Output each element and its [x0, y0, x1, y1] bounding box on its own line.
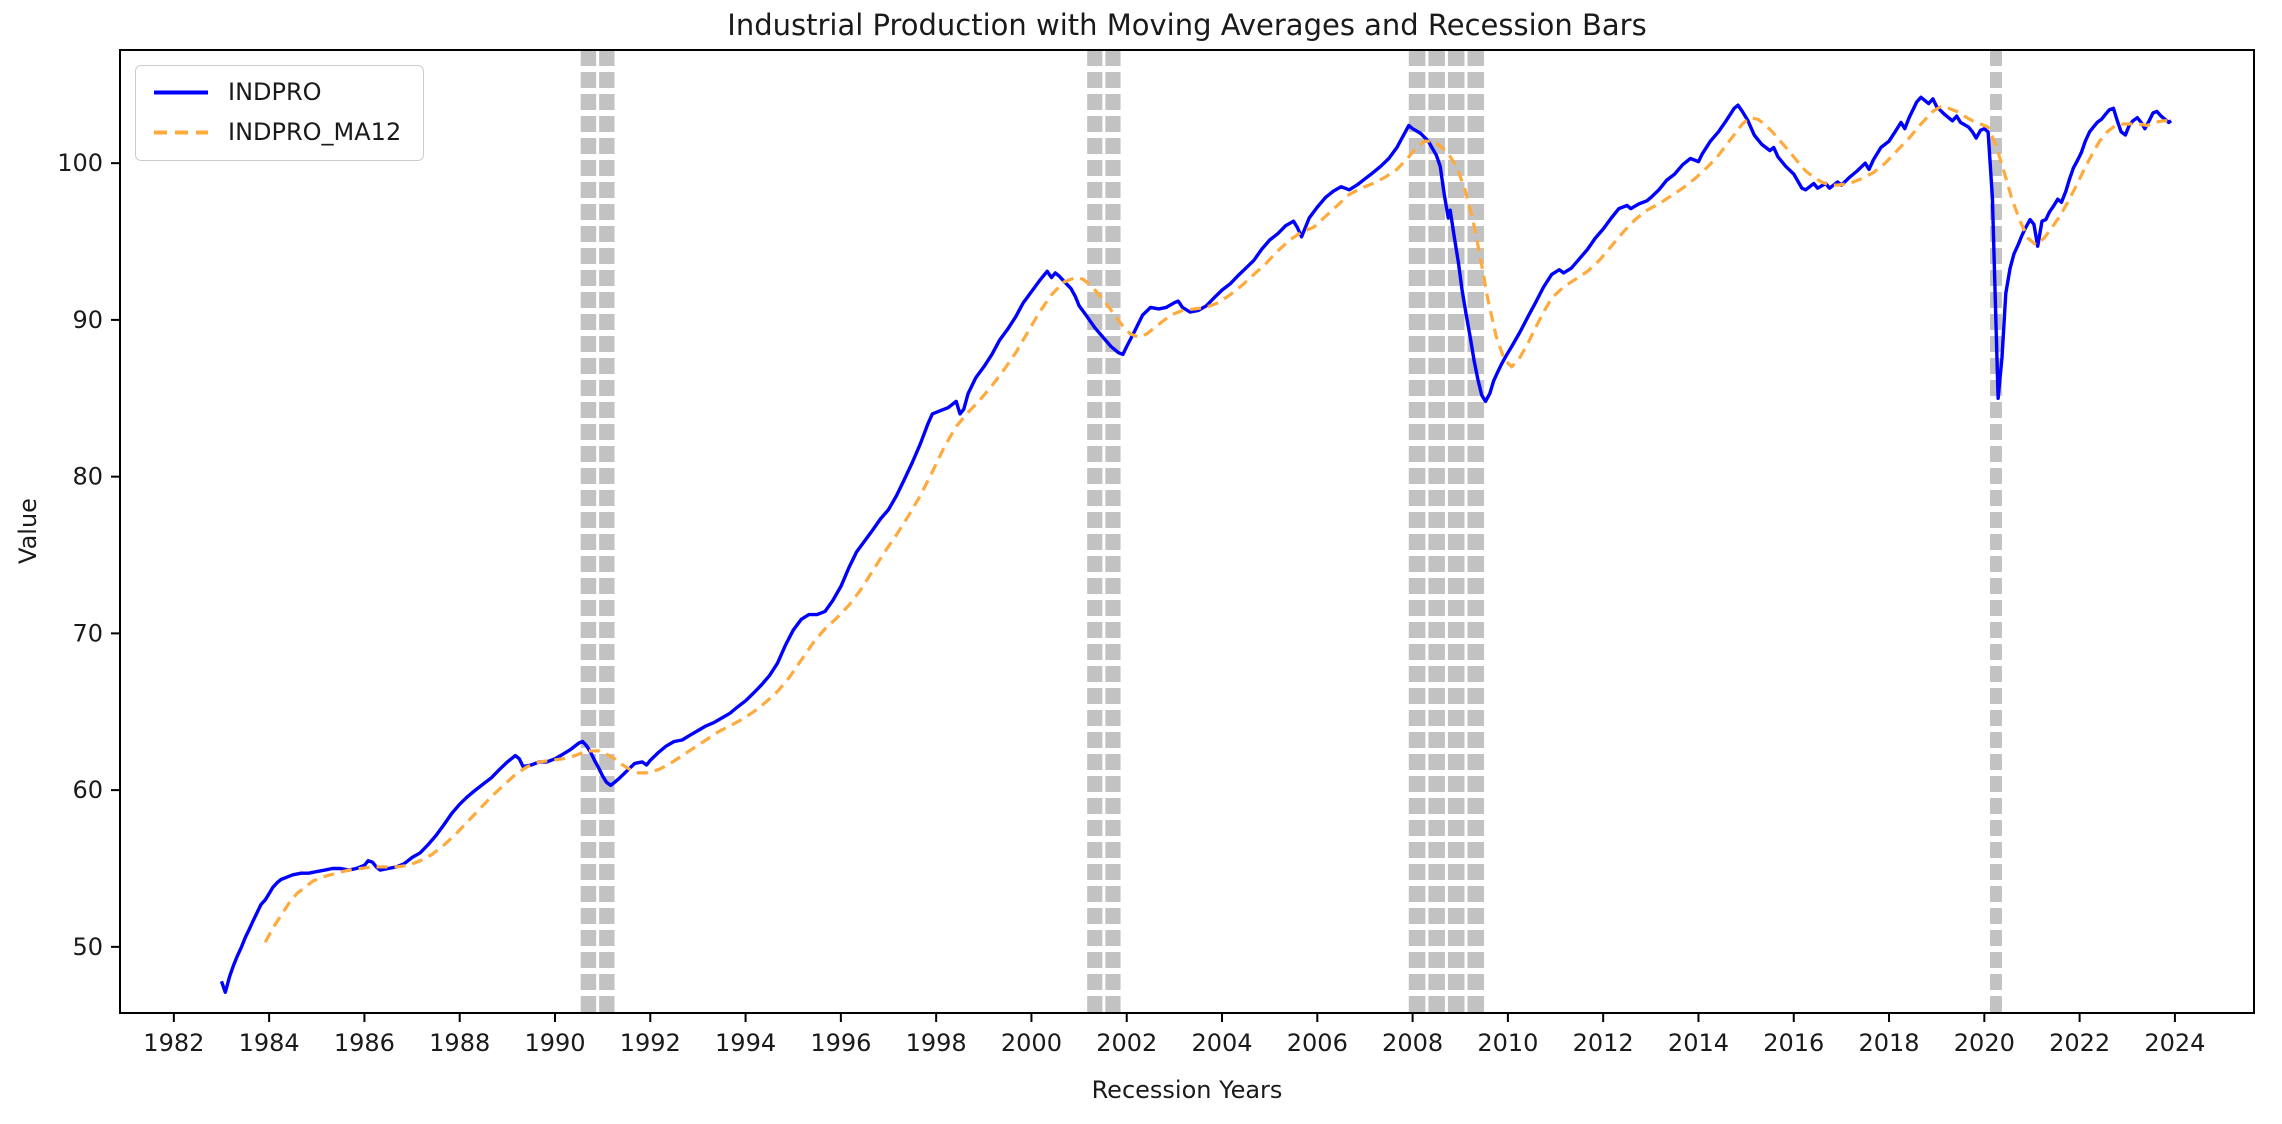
x-tick-label: 1992 — [620, 1029, 681, 1057]
x-tick-label: 2014 — [1668, 1029, 1729, 1057]
x-tick-label: 2022 — [2049, 1029, 2110, 1057]
x-tick-label: 2000 — [1001, 1029, 1062, 1057]
series-INDPRO — [219, 95, 2173, 994]
x-tick-label: 1988 — [429, 1029, 490, 1057]
x-tick-label: 2008 — [1382, 1029, 1443, 1057]
dashed-line-icon — [154, 130, 208, 134]
x-tick-label: 2020 — [1954, 1029, 2015, 1057]
x-tick-label: 2004 — [1191, 1029, 1252, 1057]
legend-item-indpro-ma12: INDPRO_MA12 — [152, 118, 401, 146]
y-tick-label: 90 — [72, 306, 103, 334]
x-tick-label: 1998 — [906, 1029, 967, 1057]
x-tick-label: 1986 — [334, 1029, 395, 1057]
plot-border — [119, 49, 2255, 1014]
x-tick-label: 2002 — [1096, 1029, 1157, 1057]
y-axis-label: Value — [14, 498, 42, 564]
x-tick-label: 1990 — [524, 1029, 585, 1057]
x-tick-label: 2018 — [1859, 1029, 1920, 1057]
series-INDPRO_MA12 — [263, 105, 2172, 943]
x-axis-label: Recession Years — [1091, 1076, 1283, 1104]
x-tick-label: 2010 — [1477, 1029, 1538, 1057]
y-tick-label: 70 — [72, 619, 103, 647]
y-tick-label: 80 — [72, 463, 103, 491]
x-tick-label: 2024 — [2144, 1029, 2205, 1057]
legend-label: INDPRO — [228, 78, 322, 106]
x-tick-label: 1984 — [239, 1029, 300, 1057]
x-tick-label: 1982 — [143, 1029, 204, 1057]
y-tick-label: 50 — [72, 933, 103, 961]
chart-title: Industrial Production with Moving Averag… — [727, 8, 1647, 42]
legend: INDPRO INDPRO_MA12 — [135, 65, 425, 161]
solid-line-icon — [154, 90, 208, 94]
y-tick-label: 60 — [72, 776, 103, 804]
legend-item-indpro: INDPRO — [152, 78, 401, 106]
x-tick-label: 1996 — [810, 1029, 871, 1057]
x-tick-label: 2012 — [1573, 1029, 1634, 1057]
y-tick-label: 100 — [57, 149, 103, 177]
x-tick-label: 2016 — [1763, 1029, 1824, 1057]
x-tick-label: 1994 — [715, 1029, 776, 1057]
x-tick-label: 2006 — [1287, 1029, 1348, 1057]
legend-label: INDPRO_MA12 — [228, 118, 402, 146]
